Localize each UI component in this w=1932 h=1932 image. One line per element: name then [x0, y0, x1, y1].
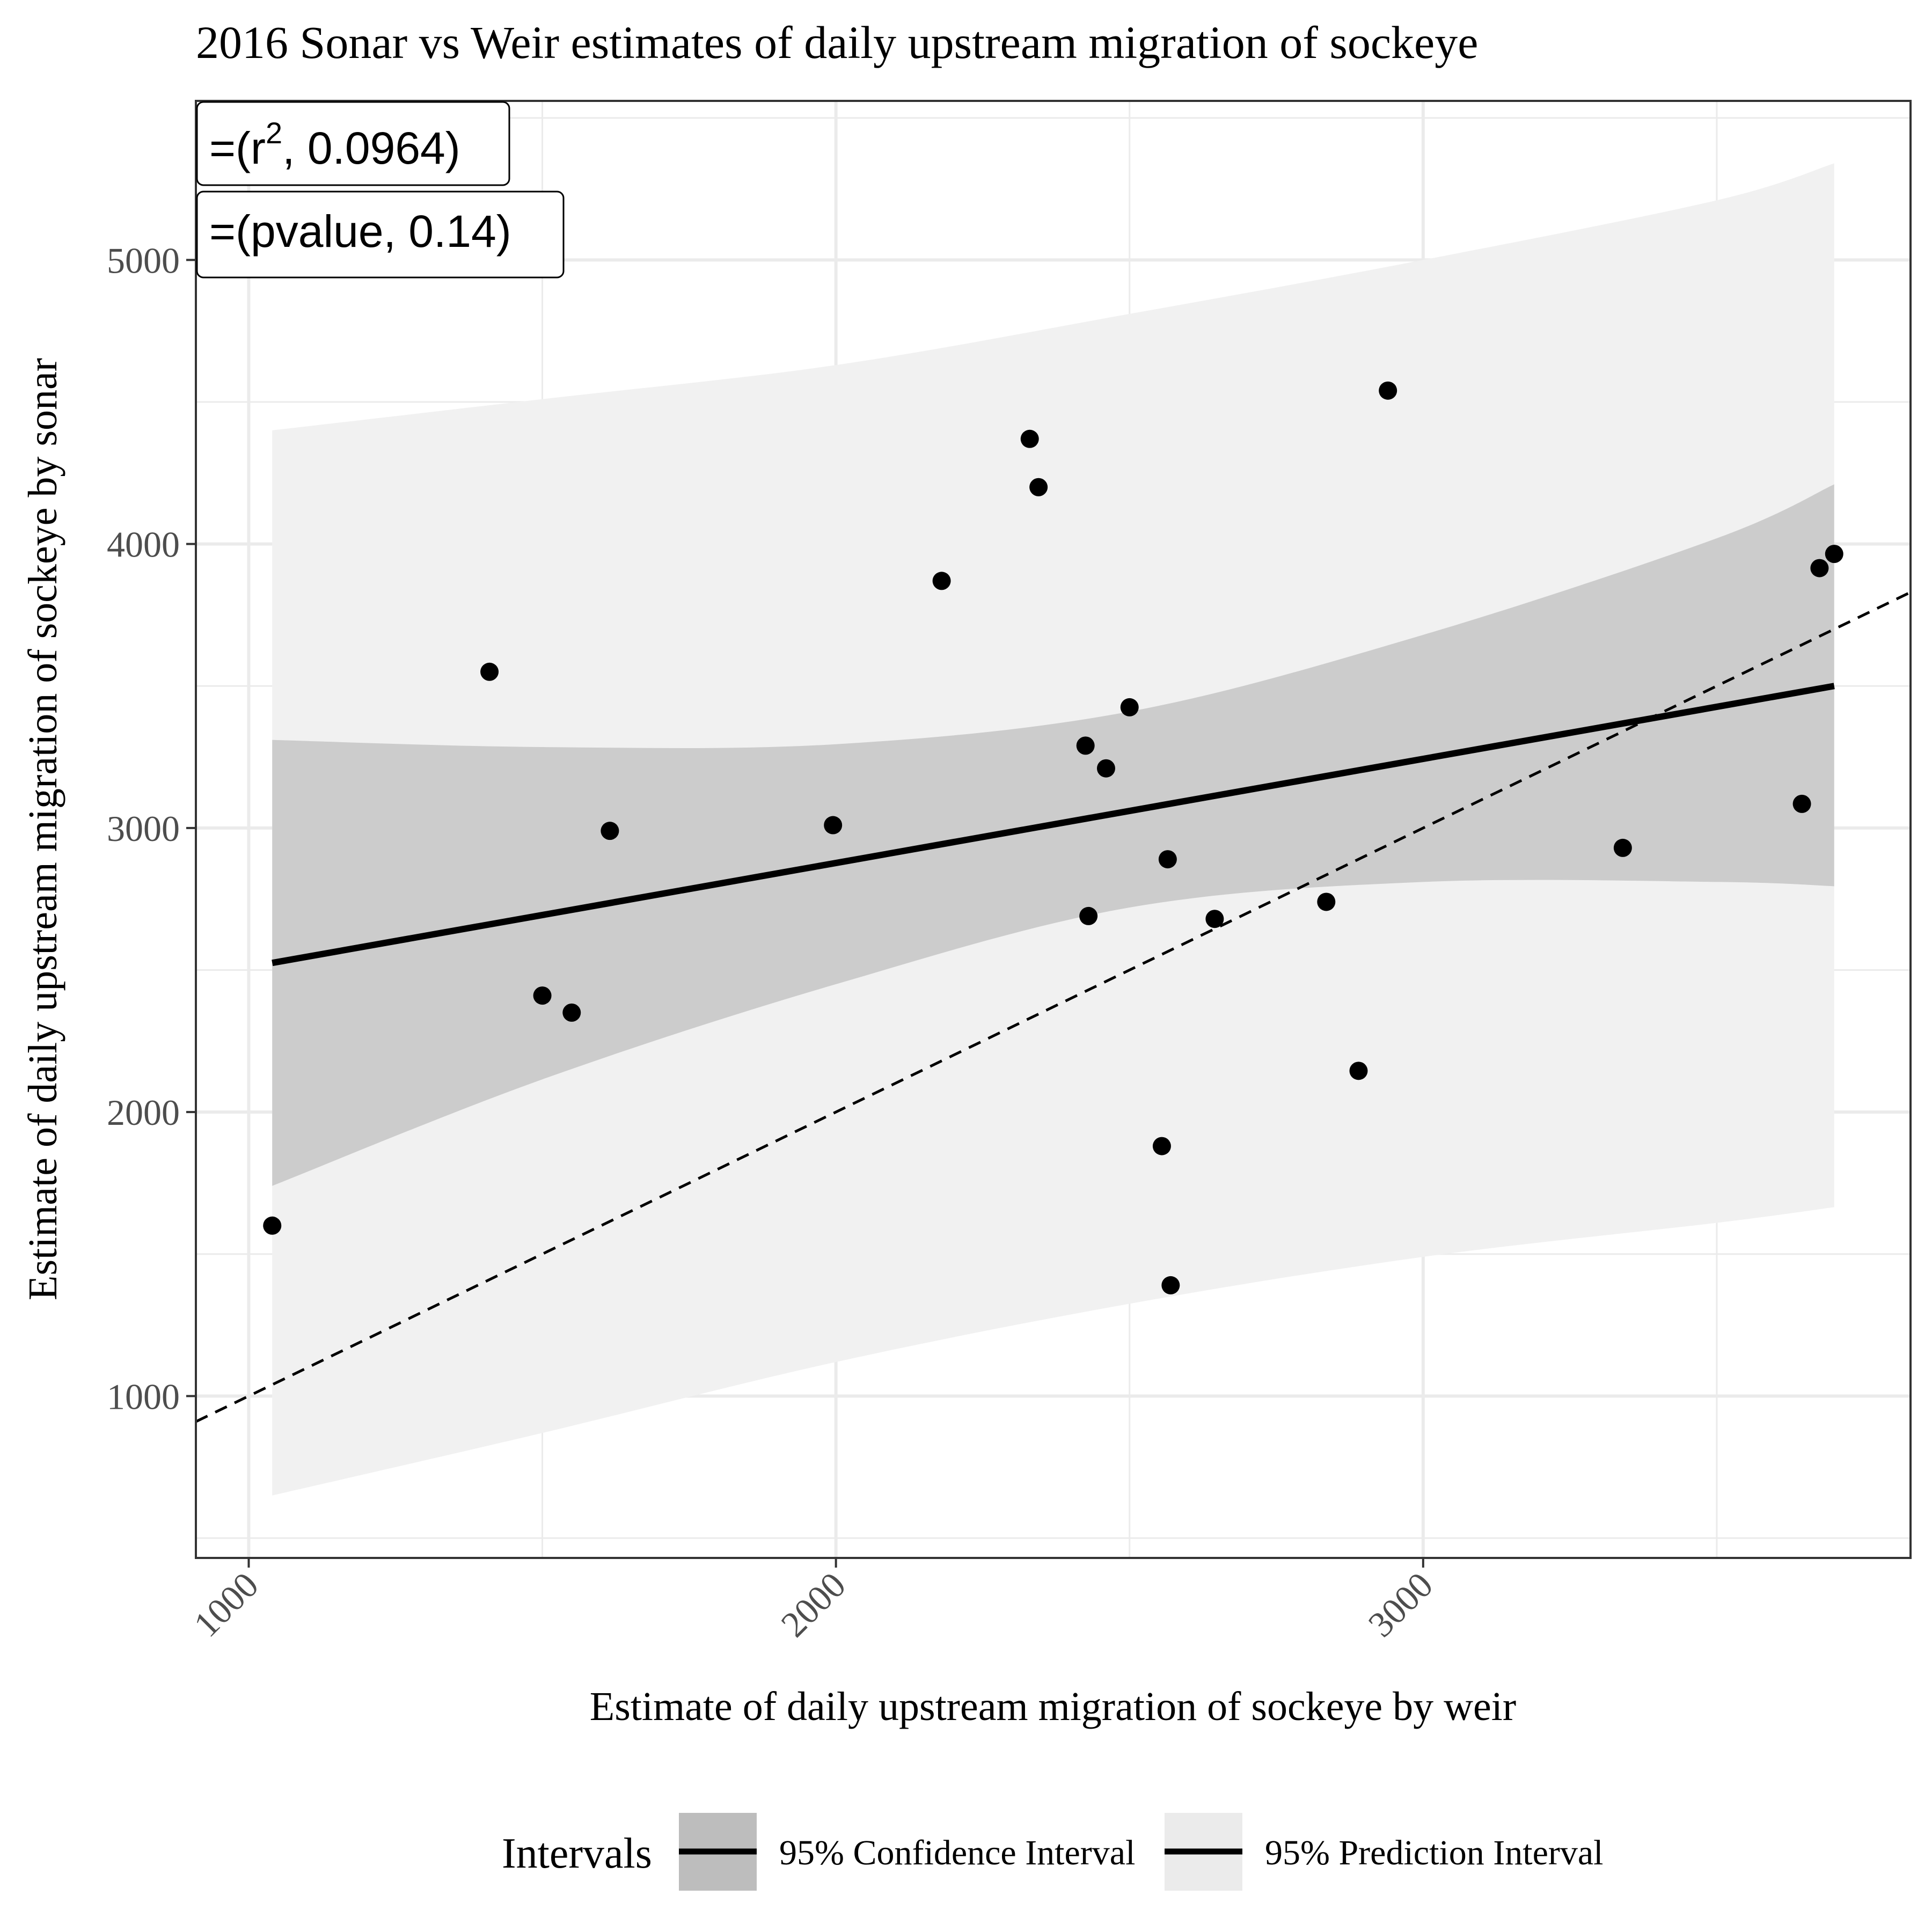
annotation-r-squared: =(r2, 0.0964): [196, 101, 510, 186]
y-tick-label: 1000: [107, 1376, 180, 1417]
annotation-r-squared-prefix: =(r: [209, 123, 266, 173]
data-point: [824, 816, 843, 835]
legend-title: Intervals: [502, 1830, 652, 1877]
data-point: [1076, 736, 1095, 755]
data-point: [562, 1003, 581, 1022]
data-point: [1152, 1137, 1171, 1155]
annotation-r-squared-box: [196, 101, 510, 186]
data-point: [1020, 429, 1039, 448]
regression-fit-line: [272, 683, 1835, 967]
data-point: [1029, 478, 1048, 496]
legend-label-prediction: 95% Prediction Interval: [1265, 1833, 1603, 1872]
annotation-r-squared-suffix: , 0.0964): [282, 123, 460, 173]
x-axis-title: Estimate of daily upstream migration of …: [590, 1684, 1516, 1729]
data-point: [601, 822, 619, 840]
data-point: [1120, 698, 1139, 716]
data-point: [1079, 906, 1098, 925]
annotation-pvalue-text: =(pvalue, 0.14): [209, 206, 511, 257]
panel: [195, 100, 1912, 1559]
data-point: [1161, 1276, 1180, 1294]
data-point: [1096, 759, 1115, 778]
data-point: [1349, 1062, 1368, 1080]
data-point: [263, 1216, 282, 1235]
data-point: [932, 572, 951, 590]
data-point: [480, 662, 499, 681]
data-point: [1825, 545, 1843, 564]
panel-border: [195, 100, 1912, 1559]
annotation-r-squared-superscript: 2: [266, 116, 282, 150]
scatter-points: [263, 381, 1843, 1294]
data-point: [1792, 794, 1811, 813]
data-point: [533, 986, 552, 1005]
confidence-interval-band: [272, 484, 1834, 1186]
data-point: [1810, 559, 1829, 577]
y-tick-label: 3000: [107, 808, 180, 849]
identity-reference-line: [195, 591, 1912, 1423]
y-axis: 1000 2000 3000 4000 5000: [107, 240, 196, 1417]
legend-label-confidence: 95% Confidence Interval: [779, 1833, 1135, 1872]
y-tick-label: 5000: [107, 240, 180, 281]
data-point: [1205, 910, 1224, 928]
annotation-r-squared-text: =(r2, 0.0964): [209, 116, 460, 173]
legend-entry-confidence: 95% Confidence Interval: [679, 1813, 1135, 1891]
data-point: [1158, 850, 1177, 869]
legend: Intervals 95% Confidence Interval 95% Pr…: [502, 1813, 1603, 1891]
data-point: [1379, 381, 1397, 400]
legend-entry-prediction: 95% Prediction Interval: [1165, 1813, 1603, 1891]
y-tick-label: 4000: [107, 524, 180, 565]
y-tick-label: 2000: [107, 1092, 180, 1133]
data-point: [1613, 838, 1632, 857]
annotation-pvalue-box: [196, 191, 565, 279]
annotation-pvalue: =(pvalue, 0.14): [196, 191, 565, 279]
chart-title: 2016 Sonar vs Weir estimates of daily up…: [196, 17, 1478, 68]
data-point: [1317, 892, 1336, 911]
y-axis-title: Estimate of daily upstream migration of …: [20, 358, 65, 1300]
